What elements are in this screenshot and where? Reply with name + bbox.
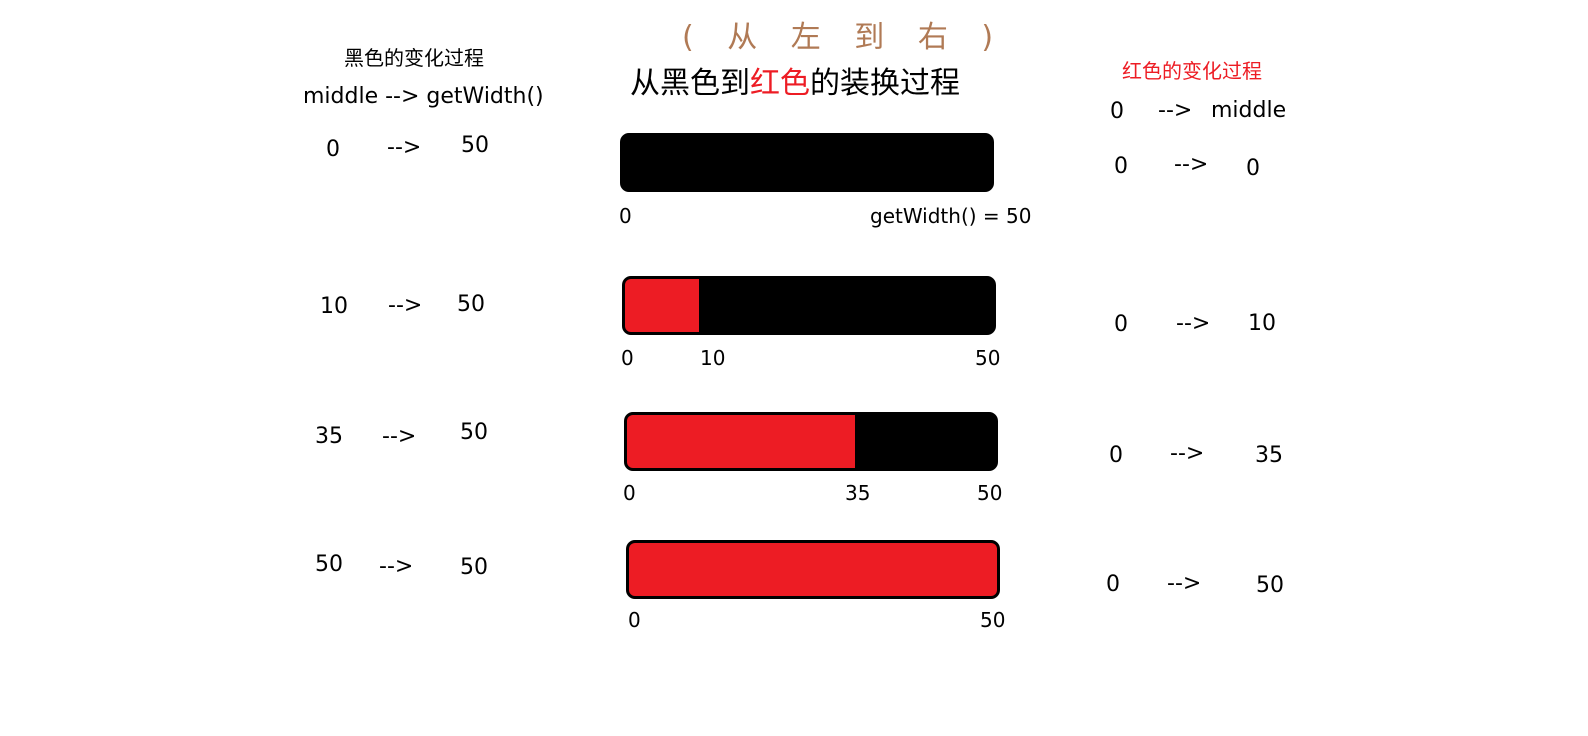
right-row-2-to: 10: [1248, 311, 1276, 336]
subtitle: ( 从 左 到 右 ): [682, 20, 1006, 55]
right-row-3-to: 35: [1255, 443, 1283, 468]
right-row-1-arrow: -->: [1174, 152, 1209, 177]
black-formula: middle --> getWidth(): [303, 84, 544, 109]
bar-4-end-label: 50: [980, 608, 1006, 632]
bar-1-end-label: getWidth() = 50: [870, 204, 1032, 228]
black-process-heading: 黑色的变化过程: [344, 46, 484, 70]
right-row-3-from: 0: [1109, 443, 1123, 468]
left-row-2-arrow: -->: [388, 293, 423, 318]
red-formula-from: 0: [1110, 99, 1124, 124]
progress-bar-4: [626, 540, 1000, 599]
bar-2-end-label: 50: [975, 346, 1001, 370]
title-red: 红色: [750, 66, 810, 101]
bar-4-start-label: 0: [628, 608, 641, 632]
right-row-4-arrow: -->: [1167, 571, 1202, 596]
left-row-4-from: 50: [315, 552, 343, 577]
title-prefix: 从黑色到: [630, 66, 750, 101]
left-row-2-from: 10: [320, 294, 348, 319]
red-process-heading: 红色的变化过程: [1122, 59, 1262, 83]
title-suffix: 的装换过程: [810, 66, 960, 101]
red-formula-arrow: -->: [1158, 98, 1193, 123]
right-row-1-to: 0: [1246, 156, 1260, 181]
red-fill-4: [629, 543, 997, 596]
left-row-2-to: 50: [457, 292, 485, 317]
progress-bar-3: [624, 412, 998, 471]
bar-1-start-label: 0: [619, 204, 632, 228]
right-row-4-from: 0: [1106, 572, 1120, 597]
right-row-4-to: 50: [1256, 573, 1284, 598]
right-row-3-arrow: -->: [1170, 441, 1205, 466]
left-row-3-to: 50: [460, 420, 488, 445]
progress-bar-2: [622, 276, 996, 335]
bar-3-start-label: 0: [623, 481, 636, 505]
right-row-1-from: 0: [1114, 154, 1128, 179]
left-row-4-to: 50: [460, 555, 488, 580]
left-row-1-to: 50: [461, 133, 489, 158]
progress-bar-1: [620, 133, 994, 192]
left-row-1-from: 0: [326, 137, 340, 162]
left-row-3-arrow: -->: [382, 424, 417, 449]
right-row-2-from: 0: [1114, 312, 1128, 337]
page-title: 从黑色到红色的装换过程: [630, 58, 960, 102]
bar-3-end-label: 50: [977, 481, 1003, 505]
bar-2-start-label: 0: [621, 346, 634, 370]
left-row-1-arrow: -->: [387, 135, 422, 160]
red-formula-to: middle: [1211, 98, 1287, 123]
red-fill-2: [625, 279, 699, 332]
left-row-3-from: 35: [315, 424, 343, 449]
bar-2-mid-label: 10: [700, 346, 726, 370]
left-row-4-arrow: -->: [379, 554, 414, 579]
bar-3-mid-label: 35: [845, 481, 871, 505]
red-fill-3: [627, 415, 856, 468]
right-row-2-arrow: -->: [1176, 311, 1211, 336]
